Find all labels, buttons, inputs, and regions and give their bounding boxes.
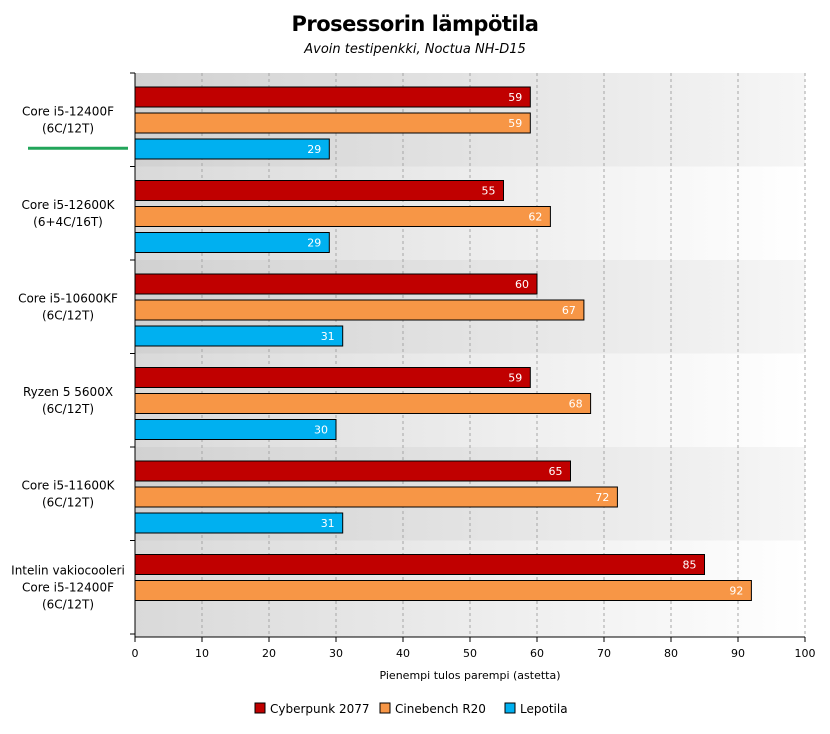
bar[interactable] [134, 206, 551, 227]
data-label: 29 [307, 143, 321, 156]
data-label: 62 [528, 211, 542, 224]
data-label: 60 [515, 278, 529, 291]
legend-label: Cyberpunk 2077 [270, 702, 370, 716]
x-tick-label: 70 [597, 647, 611, 660]
bar[interactable] [134, 580, 752, 601]
data-label: 55 [482, 185, 496, 198]
legend-swatch [379, 702, 391, 714]
bar[interactable] [134, 86, 531, 108]
chart-subtitle: Avoin testipenkki, Noctua NH-D15 [304, 42, 526, 57]
data-label: 67 [562, 304, 576, 317]
bar[interactable] [134, 138, 330, 160]
x-tick-label: 0 [132, 647, 139, 660]
bar[interactable] [134, 232, 330, 253]
x-tick-label: 80 [664, 647, 678, 660]
bar[interactable] [134, 554, 705, 575]
legend-swatch [254, 702, 266, 714]
bar[interactable] [134, 486, 618, 508]
category-label: Core i5-12400F (6C/12T) [22, 104, 114, 135]
data-label: 31 [321, 517, 335, 530]
chart-title: Prosessorin lämpötila [291, 12, 539, 36]
x-tick-label: 10 [195, 647, 209, 660]
legend-label: Lepotila [520, 702, 568, 716]
data-label: 65 [549, 465, 563, 478]
legend-swatch [504, 702, 516, 714]
data-label: 59 [508, 372, 522, 385]
x-axis-title: Pienempi tulos parempi (astetta) [379, 669, 560, 682]
bar[interactable] [134, 460, 571, 482]
bar[interactable] [134, 512, 344, 534]
x-tick-label: 90 [731, 647, 745, 660]
data-label: 68 [569, 398, 583, 411]
x-tick-label: 50 [463, 647, 477, 660]
data-label: 92 [729, 585, 743, 598]
category-label: Core i5-12600K (6+4C/16T) [22, 198, 116, 229]
data-label: 31 [321, 330, 335, 343]
category-label: Core i5-10600KF (6C/12T) [18, 291, 118, 322]
data-label: 59 [508, 91, 522, 104]
x-tick-label: 20 [262, 647, 276, 660]
data-label: 29 [307, 237, 321, 250]
bar[interactable] [134, 180, 504, 201]
category-label: Intelin vakiocooleri Core i5-12400F (6C/12… [11, 563, 125, 611]
bar[interactable] [134, 273, 538, 295]
x-tick-label: 40 [396, 647, 410, 660]
bar[interactable] [134, 393, 592, 414]
x-tick-label: 100 [795, 647, 816, 660]
x-tick-label: 60 [530, 647, 544, 660]
bar[interactable] [134, 112, 531, 134]
data-label: 72 [595, 491, 609, 504]
category-label: Ryzen 5 5600X (6C/12T) [23, 385, 113, 416]
x-tick-label: 30 [329, 647, 343, 660]
data-label: 59 [508, 117, 522, 130]
data-label: 30 [314, 424, 328, 437]
bar[interactable] [134, 367, 531, 388]
bar[interactable] [134, 419, 337, 440]
bar[interactable] [134, 299, 585, 321]
legend-label: Cinebench R20 [395, 702, 486, 716]
bar[interactable] [134, 325, 344, 347]
category-label: Core i5-11600K (6C/12T) [22, 478, 116, 509]
data-label: 85 [683, 559, 697, 572]
